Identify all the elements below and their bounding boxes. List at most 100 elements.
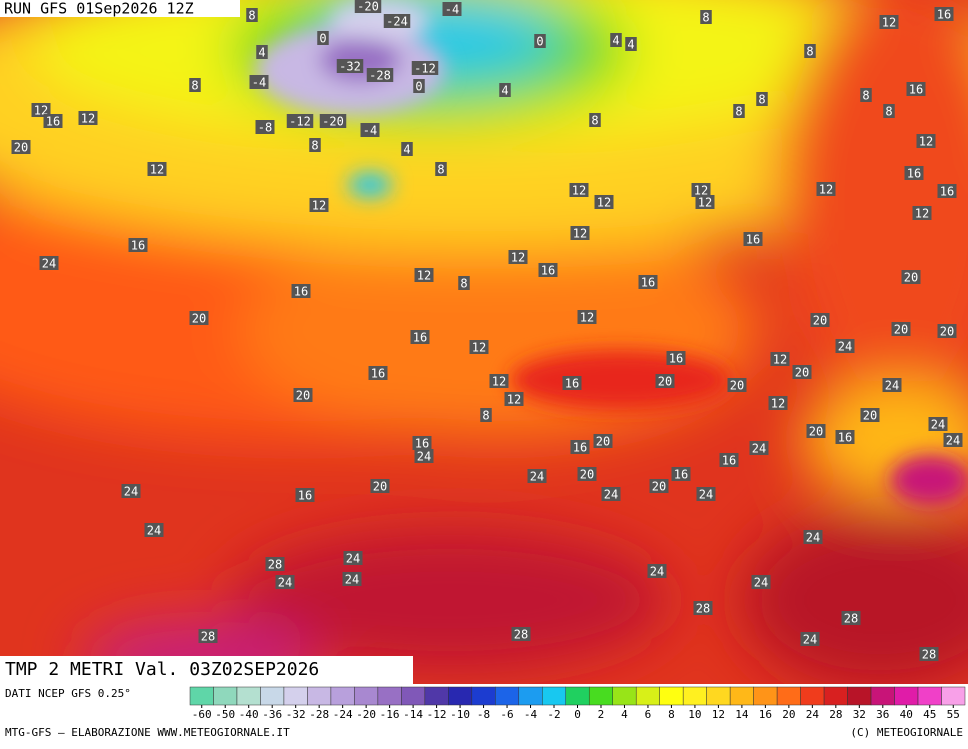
contour-label-box <box>589 113 601 127</box>
run-box <box>0 0 240 17</box>
contour-label-box <box>562 376 582 390</box>
contour-label-box <box>354 0 382 13</box>
contour-label-box <box>534 34 546 48</box>
contour-label: 12 <box>511 251 525 265</box>
contour-label: -4 <box>363 124 377 138</box>
colorbar-label: 40 <box>900 708 913 721</box>
colorbar-label: -14 <box>403 708 423 721</box>
contour-label: 16 <box>371 367 385 381</box>
contour-label-box <box>700 10 712 24</box>
contour-label: 20 <box>813 314 827 328</box>
contour-label: 16 <box>294 285 308 299</box>
contour-label-box <box>336 59 364 73</box>
colorbar-swatch <box>495 686 520 706</box>
contour-label-box <box>480 408 492 422</box>
colorbar-label: -40 <box>239 708 259 721</box>
colorbar-label: -24 <box>333 708 353 721</box>
contour-label-box <box>883 104 895 118</box>
contour-label: 12 <box>819 183 833 197</box>
contour-label: 24 <box>417 450 431 464</box>
contour-label-box <box>413 79 425 93</box>
colorbar-label: -60 <box>192 708 212 721</box>
contour-label: 12 <box>507 393 521 407</box>
contour-label: 20 <box>596 435 610 449</box>
contour-label-box <box>78 111 98 125</box>
colorbar-label: -2 <box>547 708 560 721</box>
contour-label-box <box>412 436 432 450</box>
contour-label: 12 <box>773 353 787 367</box>
colorbar-swatch <box>635 686 660 706</box>
contour-label: 8 <box>437 163 444 177</box>
contour-label-box <box>569 183 589 197</box>
contour-label: 16 <box>838 431 852 445</box>
contour-label: -12 <box>414 62 436 76</box>
contour-label: 20 <box>296 389 310 403</box>
contour-label-box <box>198 629 218 643</box>
contour-label: 12 <box>919 135 933 149</box>
colorbar-swatch <box>588 686 613 706</box>
contour-label: 12 <box>698 196 712 210</box>
contour-label: 16 <box>131 239 145 253</box>
contour-label-box <box>904 166 924 180</box>
colorbar-label: 2 <box>598 708 605 721</box>
contour-label: 24 <box>124 485 138 499</box>
contour-label: 24 <box>754 576 768 590</box>
colorbar-label: 28 <box>829 708 842 721</box>
contour-label: 20 <box>192 312 206 326</box>
colorbar-label: 55 <box>947 708 960 721</box>
contour-label: 12 <box>492 375 506 389</box>
contour-label: 24 <box>42 257 56 271</box>
colorbar-swatch <box>542 686 567 706</box>
contour-label: 0 <box>536 35 543 49</box>
contour-label-box <box>570 440 590 454</box>
contour-label-box <box>594 195 614 209</box>
colorbar-swatch <box>659 686 684 706</box>
contour-label: -4 <box>445 3 459 17</box>
contour-label: -4 <box>252 76 266 90</box>
contour-label-box <box>577 310 597 324</box>
contour-label-box <box>286 114 314 128</box>
contour-label-box <box>943 433 963 447</box>
contour-label-box <box>342 572 362 586</box>
colorbar-label: 45 <box>923 708 936 721</box>
contour-label-box <box>593 434 613 448</box>
contour-label: 12 <box>882 16 896 30</box>
contour-label-box <box>816 182 836 196</box>
title-box <box>0 656 413 684</box>
contour-label: 16 <box>46 115 60 129</box>
colorbar-swatch <box>941 686 966 706</box>
contour-label: 8 <box>758 93 765 107</box>
contour-label: 20 <box>894 323 908 337</box>
contour-label-box <box>841 611 861 625</box>
contour-label: 8 <box>460 277 467 291</box>
contour-label: 24 <box>346 552 360 566</box>
contour-label: 16 <box>565 377 579 391</box>
contour-label-box <box>835 339 855 353</box>
contour-label: 8 <box>591 114 598 128</box>
colorbar-swatch <box>424 686 449 706</box>
colorbar-swatch <box>753 686 778 706</box>
contour-label: 12 <box>573 227 587 241</box>
source-label: DATI NCEP GFS 0.25° <box>5 687 131 700</box>
temperature-field <box>0 0 968 684</box>
contour-label: 16 <box>907 167 921 181</box>
contour-label-box <box>309 138 321 152</box>
contour-label: 12 <box>150 163 164 177</box>
contour-label: 24 <box>345 573 359 587</box>
contour-label: 12 <box>312 199 326 213</box>
contour-label-box <box>804 44 816 58</box>
colorbar-swatch <box>800 686 825 706</box>
contour-label-box <box>511 627 531 641</box>
colorbar-swatch <box>377 686 402 706</box>
contour-label-box <box>189 78 201 92</box>
map-title: TMP 2 METRI Val. 03Z02SEP2026 <box>5 659 319 680</box>
contour-label: 24 <box>838 340 852 354</box>
contour-label: 24 <box>530 470 544 484</box>
colorbar-swatch <box>283 686 308 706</box>
colorbar-swatch <box>729 686 754 706</box>
contour-label-box <box>912 206 932 220</box>
contour-label: 20 <box>795 366 809 380</box>
contour-label-box <box>691 183 711 197</box>
colorbar-label: -12 <box>427 708 447 721</box>
